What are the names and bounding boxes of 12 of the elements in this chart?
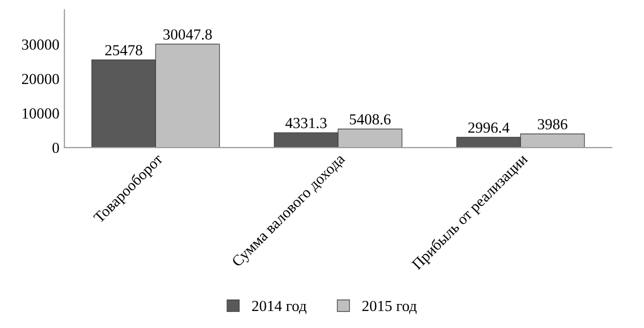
y-tick-label: 30000 (22, 39, 59, 50)
y-tick-label: 20000 (22, 74, 59, 84)
legend-label: 2015 год (362, 300, 417, 314)
data-label: 25478 (105, 45, 142, 56)
data-label: 4331.3 (285, 118, 327, 128)
legend-label: 2014 год (252, 300, 306, 314)
data-label: 2996.4 (468, 122, 510, 133)
data-label: 5408.6 (350, 114, 391, 125)
data-label: 30047.8 (163, 29, 212, 40)
y-tick-label: 0 (52, 142, 59, 154)
y-tick-label: 10000 (22, 108, 59, 119)
data-label: 3986 (538, 119, 568, 130)
